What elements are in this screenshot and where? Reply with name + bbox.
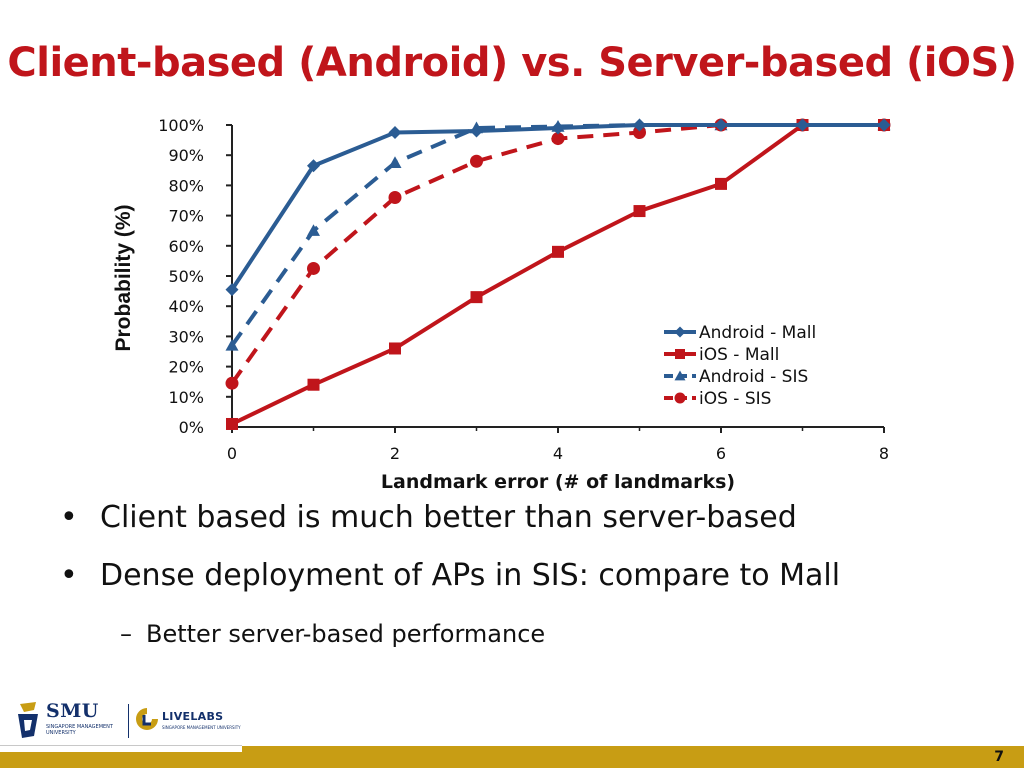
slide-title: Client-based (Android) vs. Server-based … <box>7 40 1017 86</box>
data-point <box>307 224 320 236</box>
legend-marker <box>674 326 686 338</box>
data-point <box>715 177 727 190</box>
bullet-text: Dense deployment of APs in SIS: compare … <box>100 558 841 593</box>
x-axis-label: Landmark error (# of landmarks) <box>381 471 735 493</box>
smu-logo-subtext: SINGAPORE MANAGEMENT UNIVERSITY <box>46 724 113 736</box>
data-point <box>225 338 239 351</box>
data-point <box>307 378 320 391</box>
livelabs-logo-text: LIVELABS <box>162 710 224 723</box>
axes-layer: 0% 10% 20% 30% 40% 50% 60% 70% 80% 90% 100% 0 2 4 6 8 <box>158 116 889 463</box>
legend-label: Android - SIS <box>699 367 808 387</box>
x-tick-label: 8 <box>879 444 889 463</box>
y-tick-label: 30% <box>168 327 204 346</box>
data-point <box>470 291 483 304</box>
series-layer <box>225 118 891 430</box>
legend-marker <box>674 370 686 381</box>
sub-bullet-marker: – <box>120 620 132 648</box>
bullet-item: • Dense deployment of APs in SIS: compare… <box>60 558 840 593</box>
livelabs-logo-subtext: SINGAPORE MANAGEMENT UNIVERSITY <box>162 725 241 730</box>
y-tick-label: 70% <box>168 207 204 226</box>
y-tick-label: 100% <box>158 116 204 135</box>
x-tick-label: 0 <box>227 444 237 463</box>
x-tick-label: 6 <box>716 444 726 463</box>
y-tick-label: 60% <box>168 237 204 256</box>
data-point <box>551 121 565 135</box>
data-point <box>388 190 402 204</box>
data-point <box>714 118 728 132</box>
legend-label: Android - Mall <box>699 323 816 343</box>
legend-label: iOS - Mall <box>699 345 779 365</box>
footer-bar <box>242 746 1024 768</box>
bullet-text: Client based is much better than server-… <box>100 500 797 535</box>
sub-bullet-text: Better server-based performance <box>146 620 546 648</box>
data-point <box>307 261 320 275</box>
y-tick-label: 20% <box>168 358 204 377</box>
y-tick-label: 10% <box>168 388 204 407</box>
data-point <box>307 159 320 173</box>
y-tick-label: 50% <box>168 267 204 286</box>
legend-marker <box>674 392 686 404</box>
data-point <box>225 376 239 390</box>
data-point <box>470 124 483 138</box>
data-point <box>226 417 238 430</box>
y-tick-label: 40% <box>168 297 204 316</box>
smu-emblem-icon <box>18 702 38 738</box>
footer-divider <box>0 745 242 746</box>
data-point <box>633 126 646 140</box>
x-tick-label: 4 <box>553 444 563 463</box>
series-line-android-mall <box>230 123 884 291</box>
bullet-marker: • <box>60 500 78 535</box>
data-point <box>796 118 809 132</box>
data-point <box>388 126 402 140</box>
data-point <box>633 205 646 218</box>
data-point <box>389 342 401 355</box>
line-chart: 0% 10% 20% 30% 40% 50% 60% 70% 80% 90% 100% 0 2 4 6 8 A… <box>112 116 891 493</box>
y-tick-label: 80% <box>168 176 204 195</box>
legend-marker <box>675 349 685 359</box>
data-point <box>633 118 646 132</box>
y-tick-label: 0% <box>179 418 204 437</box>
data-point <box>552 245 564 258</box>
smu-logo-text: SMU <box>46 700 99 722</box>
legend-label: iOS - SIS <box>699 389 771 409</box>
data-point <box>551 132 565 146</box>
sub-bullet-item: – Better server-based performance <box>120 620 545 648</box>
data-point <box>877 118 891 132</box>
data-point <box>470 154 483 168</box>
bullet-item: • Client based is much better than server… <box>60 500 797 535</box>
data-point <box>225 283 239 297</box>
data-point <box>388 156 402 168</box>
x-tick-label: 2 <box>390 444 400 463</box>
page-number: 7 <box>994 749 1004 765</box>
footer-bar-left <box>0 752 242 768</box>
footer-logos: SMU SINGAPORE MANAGEMENT UNIVERSITY LIVE… <box>10 694 242 748</box>
logo-divider <box>128 704 129 738</box>
y-tick-label: 90% <box>168 146 204 165</box>
livelabs-mark-icon <box>136 708 158 730</box>
y-axis-label: Probability (%) <box>112 204 135 351</box>
bullet-marker: • <box>60 558 78 593</box>
